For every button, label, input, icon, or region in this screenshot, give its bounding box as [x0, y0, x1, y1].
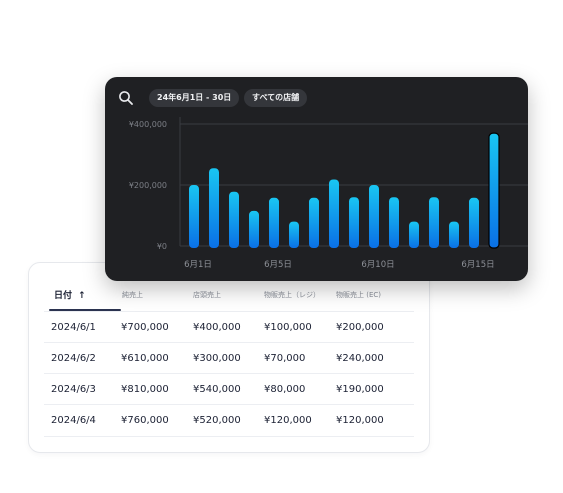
chart-bar[interactable]: [269, 197, 279, 248]
chart-bar[interactable]: [449, 221, 459, 248]
x-tick-label: 6月5日: [264, 260, 292, 270]
cell-date: 2024/6/1: [51, 322, 96, 333]
x-tick-label: 6月10日: [361, 260, 394, 270]
store-filter[interactable]: すべての店舗: [244, 89, 308, 107]
table-header: 日付 ↑ 純売上 店頭売上 物販売上（レジ） 物販売上 (EC): [29, 263, 429, 311]
cell-net-sales: ¥700,000: [121, 322, 169, 333]
chart-bar[interactable]: [189, 185, 199, 248]
cell-net-sales: ¥810,000: [121, 384, 169, 395]
cell-merch-register: ¥80,000: [264, 384, 306, 395]
sort-indicator-underline: [49, 309, 121, 311]
table-row[interactable]: 2024/6/1 ¥700,000 ¥400,000 ¥100,000 ¥200…: [44, 311, 414, 343]
cell-date: 2024/6/2: [51, 353, 96, 364]
chart-bar[interactable]: [409, 221, 419, 248]
sales-chart-card: ¥400,000 ¥200,000 ¥0 6月1日 6月5日 6月10日 6月15日 24…: [105, 77, 528, 281]
y-tick-label: ¥400,000: [129, 120, 167, 129]
chart-bar[interactable]: [329, 179, 339, 248]
column-header-net-sales[interactable]: 純売上: [122, 291, 143, 299]
cell-merch-ec: ¥120,000: [336, 415, 384, 426]
chart-bar[interactable]: [469, 197, 479, 248]
chart-bar[interactable]: [309, 197, 319, 248]
y-tick-label: ¥200,000: [129, 181, 167, 190]
chart-bar[interactable]: [289, 221, 299, 248]
chart-bar[interactable]: [429, 197, 439, 248]
sort-ascending-icon: ↑: [78, 291, 86, 301]
cell-merch-register: ¥70,000: [264, 353, 306, 364]
chart-bar[interactable]: [488, 132, 500, 249]
column-header-store-sales[interactable]: 店頭売上: [193, 291, 221, 299]
cell-date: 2024/6/3: [51, 384, 96, 395]
cell-net-sales: ¥760,000: [121, 415, 169, 426]
search-icon[interactable]: [118, 90, 134, 106]
table-row[interactable]: 2024/6/2 ¥610,000 ¥300,000 ¥70,000 ¥240,…: [44, 342, 414, 374]
cell-merch-ec: ¥190,000: [336, 384, 384, 395]
chart-bar[interactable]: [249, 210, 259, 248]
cell-date: 2024/6/4: [51, 415, 96, 426]
chart-bar[interactable]: [349, 197, 359, 248]
cell-net-sales: ¥610,000: [121, 353, 169, 364]
chart-bar[interactable]: [369, 185, 379, 248]
cell-merch-ec: ¥200,000: [336, 322, 384, 333]
cell-merch-register: ¥100,000: [264, 322, 312, 333]
cell-store-sales: ¥300,000: [193, 353, 241, 364]
table-row[interactable]: 2024/6/4 ¥760,000 ¥520,000 ¥120,000 ¥120…: [44, 404, 414, 437]
column-header-merch-register[interactable]: 物販売上（レジ）: [264, 291, 320, 299]
column-header-merch-ec[interactable]: 物販売上 (EC): [336, 291, 381, 299]
x-tick-label: 6月1日: [184, 260, 212, 270]
chart-bar[interactable]: [229, 191, 239, 248]
cell-store-sales: ¥540,000: [193, 384, 241, 395]
sales-table-card: 日付 ↑ 純売上 店頭売上 物販売上（レジ） 物販売上 (EC) 2024/6/1…: [28, 262, 430, 453]
cell-store-sales: ¥520,000: [193, 415, 241, 426]
cell-store-sales: ¥400,000: [193, 322, 241, 333]
chart-bar[interactable]: [389, 197, 399, 248]
column-header-date-label: 日付: [54, 291, 73, 301]
column-header-date[interactable]: 日付 ↑: [54, 288, 86, 301]
date-range-filter[interactable]: 24年6月1日 - 30日: [149, 89, 240, 107]
x-tick-label: 6月15日: [461, 260, 494, 270]
chart-bar[interactable]: [209, 168, 219, 248]
cell-merch-register: ¥120,000: [264, 415, 312, 426]
cell-merch-ec: ¥240,000: [336, 353, 384, 364]
y-tick-label: ¥0: [157, 242, 167, 251]
table-row[interactable]: 2024/6/3 ¥810,000 ¥540,000 ¥80,000 ¥190,…: [44, 373, 414, 405]
bar-chart: ¥400,000 ¥200,000 ¥0 6月1日 6月5日 6月10日 6月15日: [129, 117, 528, 270]
